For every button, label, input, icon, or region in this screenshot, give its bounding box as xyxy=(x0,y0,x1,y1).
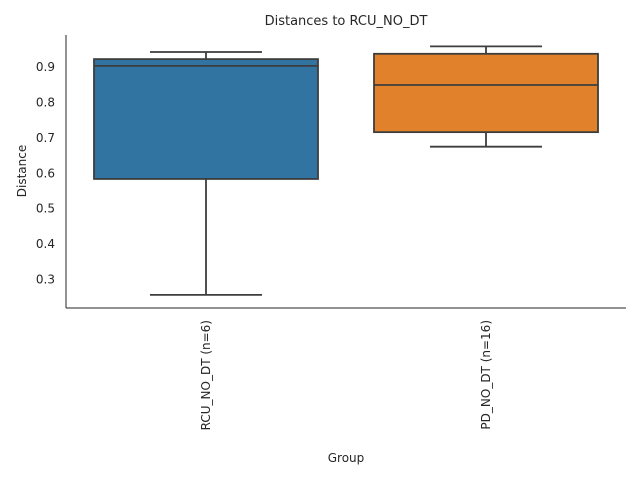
iqr-box xyxy=(373,52,599,134)
y-tick-label: 0.6 xyxy=(36,166,55,180)
y-axis-label: Distance xyxy=(15,145,29,197)
y-tick-label: 0.9 xyxy=(36,60,55,74)
boxes-group xyxy=(93,45,599,296)
x-tick-group: RCU_NO_DT (n=6) PD_NO_DT (n=16) xyxy=(199,320,493,430)
iqr-box xyxy=(93,58,319,180)
box-1 xyxy=(93,51,319,296)
box-2 xyxy=(373,45,599,148)
chart-title: Distances to RCU_NO_DT xyxy=(265,14,428,29)
x-tick-label: PD_NO_DT (n=16) xyxy=(479,320,493,430)
y-tick-group: 0.3 0.4 0.5 0.6 0.7 0.8 0.9 xyxy=(36,60,55,287)
y-tick-label: 0.5 xyxy=(36,202,55,216)
y-tick-label: 0.3 xyxy=(36,273,55,287)
x-axis-label: Group xyxy=(328,451,365,465)
x-tick-label: RCU_NO_DT (n=6) xyxy=(199,320,213,430)
y-tick-label: 0.8 xyxy=(36,95,55,109)
x-axis: RCU_NO_DT (n=6) PD_NO_DT (n=16) Group xyxy=(66,307,626,465)
y-tick-label: 0.4 xyxy=(36,237,55,251)
y-axis: 0.3 0.4 0.5 0.6 0.7 0.8 0.9 Distance xyxy=(15,35,67,308)
y-tick-label: 0.7 xyxy=(36,131,55,145)
